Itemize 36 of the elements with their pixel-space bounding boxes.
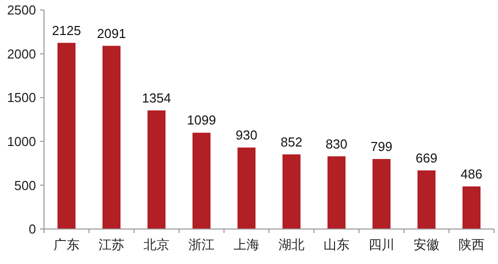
y-tick-label: 1500 (7, 90, 36, 106)
data-label: 486 (460, 166, 482, 182)
bar (148, 110, 166, 229)
data-label: 669 (416, 150, 438, 166)
x-tick-label: 湖北 (278, 237, 304, 252)
bar (102, 46, 120, 229)
data-label: 852 (280, 134, 302, 150)
bar (462, 186, 480, 229)
data-label: 2125 (52, 22, 81, 38)
data-label: 1099 (187, 112, 216, 128)
data-label: 830 (326, 136, 348, 152)
x-tick-label: 上海 (234, 237, 260, 252)
x-tick-label: 山东 (324, 237, 350, 252)
y-tick-label: 2500 (7, 2, 36, 18)
x-tick-label: 广东 (54, 237, 80, 252)
bar (418, 170, 436, 229)
bar (372, 159, 390, 229)
data-label: 1354 (142, 90, 171, 106)
bar (192, 132, 210, 229)
data-label: 799 (370, 139, 392, 154)
y-tick-label: 2000 (7, 46, 36, 62)
data-label: 930 (236, 128, 258, 143)
x-tick-label: 四川 (368, 237, 394, 252)
y-tick-label: 1000 (7, 134, 36, 149)
x-tick-label: 北京 (144, 237, 170, 252)
bar (328, 156, 346, 229)
x-tick-label: 浙江 (188, 237, 214, 252)
bar (238, 148, 256, 229)
bar (282, 154, 300, 229)
y-tick-label: 500 (14, 178, 36, 193)
bar (58, 42, 76, 229)
x-tick-label: 江苏 (98, 237, 124, 252)
x-tick-label: 安徽 (414, 237, 440, 252)
data-label: 2091 (97, 26, 126, 41)
x-tick-label: 陕西 (458, 237, 484, 252)
y-tick-label: 0 (28, 222, 36, 237)
